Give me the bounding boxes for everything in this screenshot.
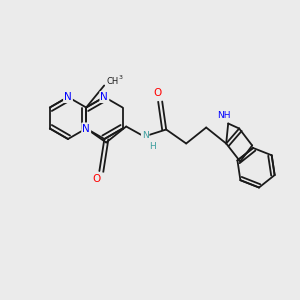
Text: H: H bbox=[149, 142, 156, 151]
Text: N: N bbox=[64, 92, 72, 102]
Text: O: O bbox=[92, 174, 100, 184]
Text: CH: CH bbox=[106, 77, 118, 86]
Text: NH: NH bbox=[218, 111, 231, 120]
Text: N: N bbox=[100, 92, 108, 102]
Text: N: N bbox=[142, 131, 148, 140]
Text: 3: 3 bbox=[118, 75, 122, 80]
Text: O: O bbox=[153, 88, 161, 98]
Text: N: N bbox=[82, 124, 90, 134]
